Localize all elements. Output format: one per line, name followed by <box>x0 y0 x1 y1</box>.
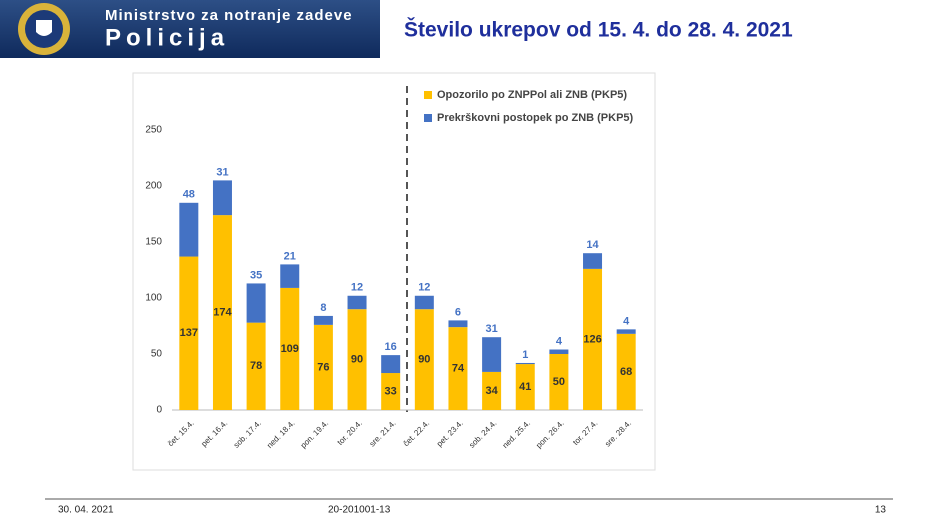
bar-segment <box>448 327 468 410</box>
legend-label: Opozorilo po ZNPPol ali ZNB (PKP5) <box>437 89 627 101</box>
y-tick-label: 50 <box>151 349 163 360</box>
bar-segment <box>448 320 468 328</box>
bar-segment <box>381 355 401 374</box>
ministry: Ministrstvo za notranje zadeve <box>105 7 353 24</box>
y-tick-label: 250 <box>145 125 162 136</box>
value-label: 12 <box>351 282 363 294</box>
bar-segment <box>313 315 333 325</box>
value-label: 6 <box>455 306 461 318</box>
value-label: 4 <box>623 315 630 327</box>
legend-label: Prekrškovni postopek po ZNB (PKP5) <box>437 112 634 124</box>
value-label: 90 <box>351 354 363 366</box>
value-label: 50 <box>553 376 565 388</box>
value-label: 48 <box>183 189 195 201</box>
value-label: 68 <box>620 366 632 378</box>
bar-segment <box>549 349 569 354</box>
footer-date: 30. 04. 2021 <box>58 505 114 516</box>
bar-segment <box>482 371 502 410</box>
value-label: 8 <box>320 302 326 314</box>
y-tick-label: 0 <box>156 405 162 416</box>
value-label: 4 <box>556 335 563 347</box>
slide-title: Število ukrepov od 15. 4. do 28. 4. 2021 <box>404 18 793 42</box>
police: Policija <box>105 24 229 51</box>
bar-segment <box>482 337 502 372</box>
logo-shield <box>36 20 52 36</box>
bar-segment <box>212 215 232 410</box>
value-label: 76 <box>317 361 329 373</box>
value-label: 137 <box>180 327 198 339</box>
bar-segment <box>583 268 603 410</box>
bar-segment <box>515 362 535 365</box>
bar-segment <box>347 295 367 310</box>
value-label: 174 <box>213 306 232 318</box>
bar-segment <box>313 324 333 410</box>
legend-swatch <box>424 91 432 99</box>
value-label: 34 <box>485 385 498 397</box>
bar-segment <box>179 256 199 410</box>
bar-segment <box>381 373 401 410</box>
bar-segment <box>347 309 367 410</box>
value-label: 35 <box>250 269 262 281</box>
value-label: 74 <box>452 362 465 374</box>
bar-segment <box>583 253 603 269</box>
bar-segment <box>414 309 434 410</box>
y-tick-label: 200 <box>145 181 162 192</box>
value-label: 12 <box>418 282 430 294</box>
bar-segment <box>549 354 569 410</box>
value-label: 31 <box>216 166 228 178</box>
bar-segment <box>280 264 300 288</box>
bar-segment <box>515 364 535 410</box>
value-label: 109 <box>281 343 299 355</box>
value-label: 21 <box>284 250 296 262</box>
footer-page: 13 <box>875 505 887 516</box>
bar-segment <box>246 283 266 323</box>
value-label: 33 <box>385 385 397 397</box>
value-label: 14 <box>586 239 599 251</box>
y-tick-label: 150 <box>145 237 162 248</box>
value-label: 1 <box>522 349 528 361</box>
value-label: 31 <box>485 323 497 335</box>
legend-swatch <box>424 114 432 122</box>
value-label: 16 <box>385 341 397 353</box>
footer-code: 20-201001-13 <box>328 505 391 516</box>
bar-segment <box>616 333 636 410</box>
value-label: 126 <box>583 333 601 345</box>
value-label: 78 <box>250 360 262 372</box>
bar-segment <box>179 202 199 257</box>
value-label: 41 <box>519 381 531 393</box>
y-tick-label: 100 <box>145 293 162 304</box>
bar-segment <box>616 329 636 334</box>
bar-segment <box>414 295 434 310</box>
bar-segment <box>212 180 232 216</box>
value-label: 90 <box>418 354 430 366</box>
bar-segment <box>246 322 266 410</box>
bar-segment <box>280 287 300 410</box>
